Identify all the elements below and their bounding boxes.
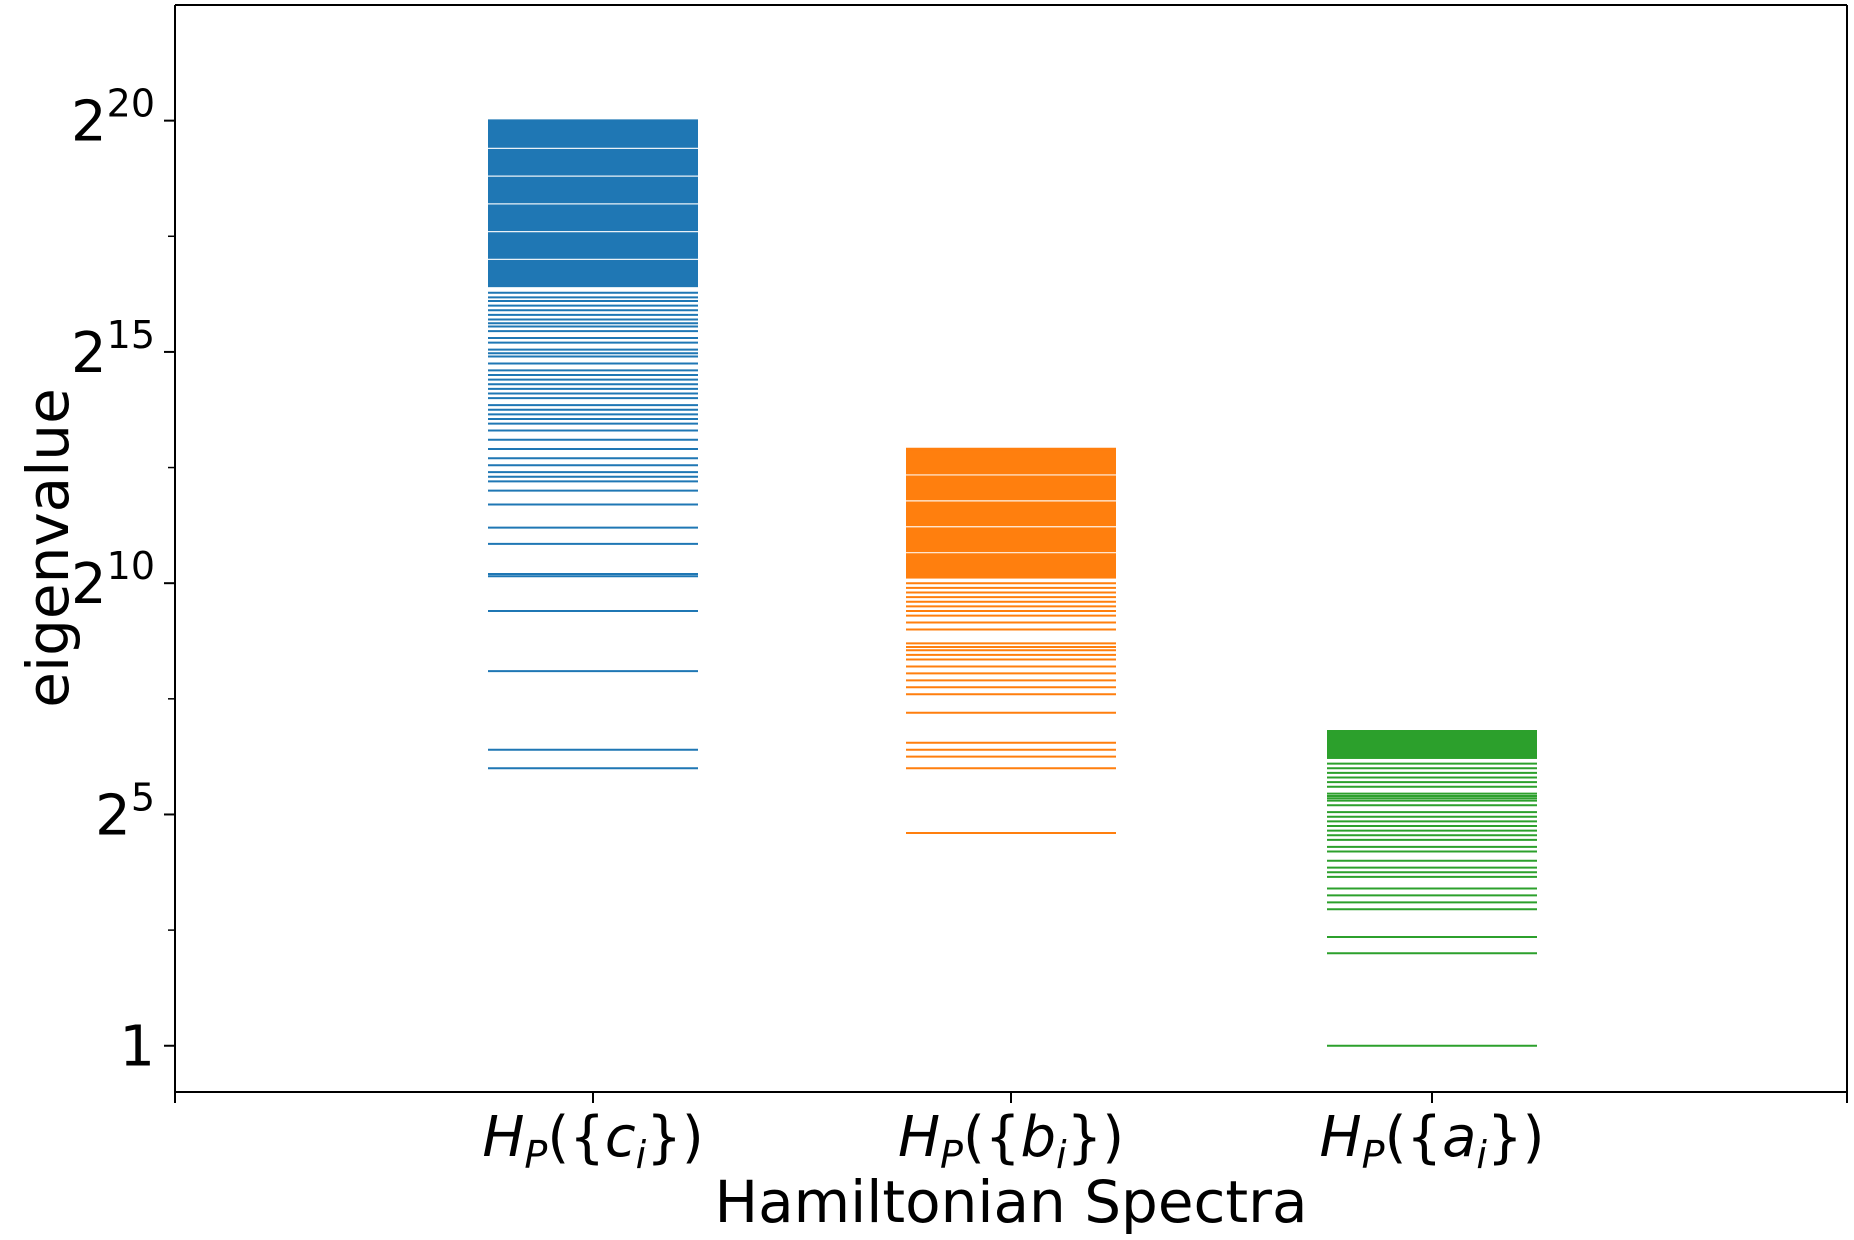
x-tick-label-part: i [1476, 1133, 1487, 1177]
y-tick-label: 1 [119, 1015, 155, 1080]
x-tick-label-part: a [1442, 1105, 1476, 1170]
x-tick-label-part: b [1020, 1105, 1056, 1170]
x-ticks: HP({ci}) HP({bi}) HP({ai}) [174, 1092, 1848, 1177]
y-tick-label-base: 1 [119, 1015, 155, 1080]
series-a-lines [1327, 729, 1537, 1047]
x-tick-label-part: ({ [963, 1105, 1020, 1170]
y-tick-label: 25 [95, 775, 155, 848]
x-tick-label-part: i [1056, 1133, 1067, 1177]
y-tick-label: 215 [71, 313, 155, 386]
x-tick-label-part: P [940, 1133, 963, 1177]
y-tick-label-exponent: 10 [107, 544, 155, 588]
x-tick-label-part: }) [646, 1105, 703, 1170]
y-tick-label-base: 2 [95, 783, 131, 848]
x-tick-label-a: HP({ai}) [1320, 1105, 1545, 1177]
x-tick-label-c: HP({ci}) [482, 1105, 703, 1177]
x-tick-label-part: i [636, 1133, 647, 1177]
x-tick-label-part: H [1320, 1105, 1362, 1170]
eigenvalue-dense-band [906, 449, 1116, 579]
y-tick-label-base: 2 [71, 90, 107, 155]
x-tick-label-part: H [898, 1105, 940, 1170]
x-tick-label-part: c [605, 1105, 636, 1170]
eigenvalue-dense-band [1327, 731, 1537, 759]
y-tick-label-base: 2 [71, 552, 107, 617]
x-tick-label-b: HP({bi}) [898, 1105, 1124, 1177]
x-tick-label-part: }) [1067, 1105, 1124, 1170]
x-tick-label-part: ({ [1385, 1105, 1442, 1170]
x-tick-label-part: ({ [547, 1105, 604, 1170]
y-tick-label-exponent: 15 [107, 313, 155, 357]
y-tick-label: 220 [71, 82, 155, 155]
spectra-marks [488, 119, 1537, 1047]
x-tick-label-part: H [482, 1105, 524, 1170]
x-tick-label-part: P [524, 1133, 547, 1177]
x-tick-label-part: }) [1487, 1105, 1544, 1170]
series-c-lines [488, 119, 698, 770]
series-b-lines [906, 447, 1116, 834]
y-tick-label-exponent: 20 [107, 82, 155, 126]
x-axis-label: Hamiltonian Spectra [714, 1168, 1307, 1236]
y-tick-label-exponent: 5 [131, 775, 155, 819]
y-tick-label-base: 2 [71, 321, 107, 386]
y-tick-label: 210 [71, 544, 155, 617]
y-axis-label: eigenvalue [14, 388, 82, 707]
x-tick-label-part: P [1362, 1133, 1385, 1177]
